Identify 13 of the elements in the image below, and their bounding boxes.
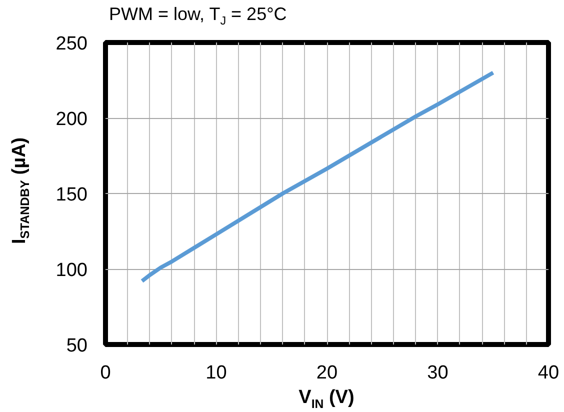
y-tick-label: 150	[56, 184, 88, 206]
y-tick-label: 200	[56, 109, 88, 130]
line-series	[140, 70, 496, 284]
x-tick-label: 30	[427, 362, 448, 384]
y-tick-label: 50	[66, 336, 88, 356]
y-tick-label: 100	[56, 260, 88, 281]
y-tick-label: 250	[56, 34, 88, 54]
x-axis-title: V$_{IN}$ (V)	[298, 386, 356, 412]
chart-subtitle: PWM = low, T$_{J}$ = 25°C	[109, 3, 287, 30]
x-tick-label: 20	[316, 362, 338, 384]
x-tick-label: 40	[538, 362, 560, 384]
x-tick-label: 10	[206, 362, 227, 384]
x-tick-label: 0	[100, 362, 111, 384]
